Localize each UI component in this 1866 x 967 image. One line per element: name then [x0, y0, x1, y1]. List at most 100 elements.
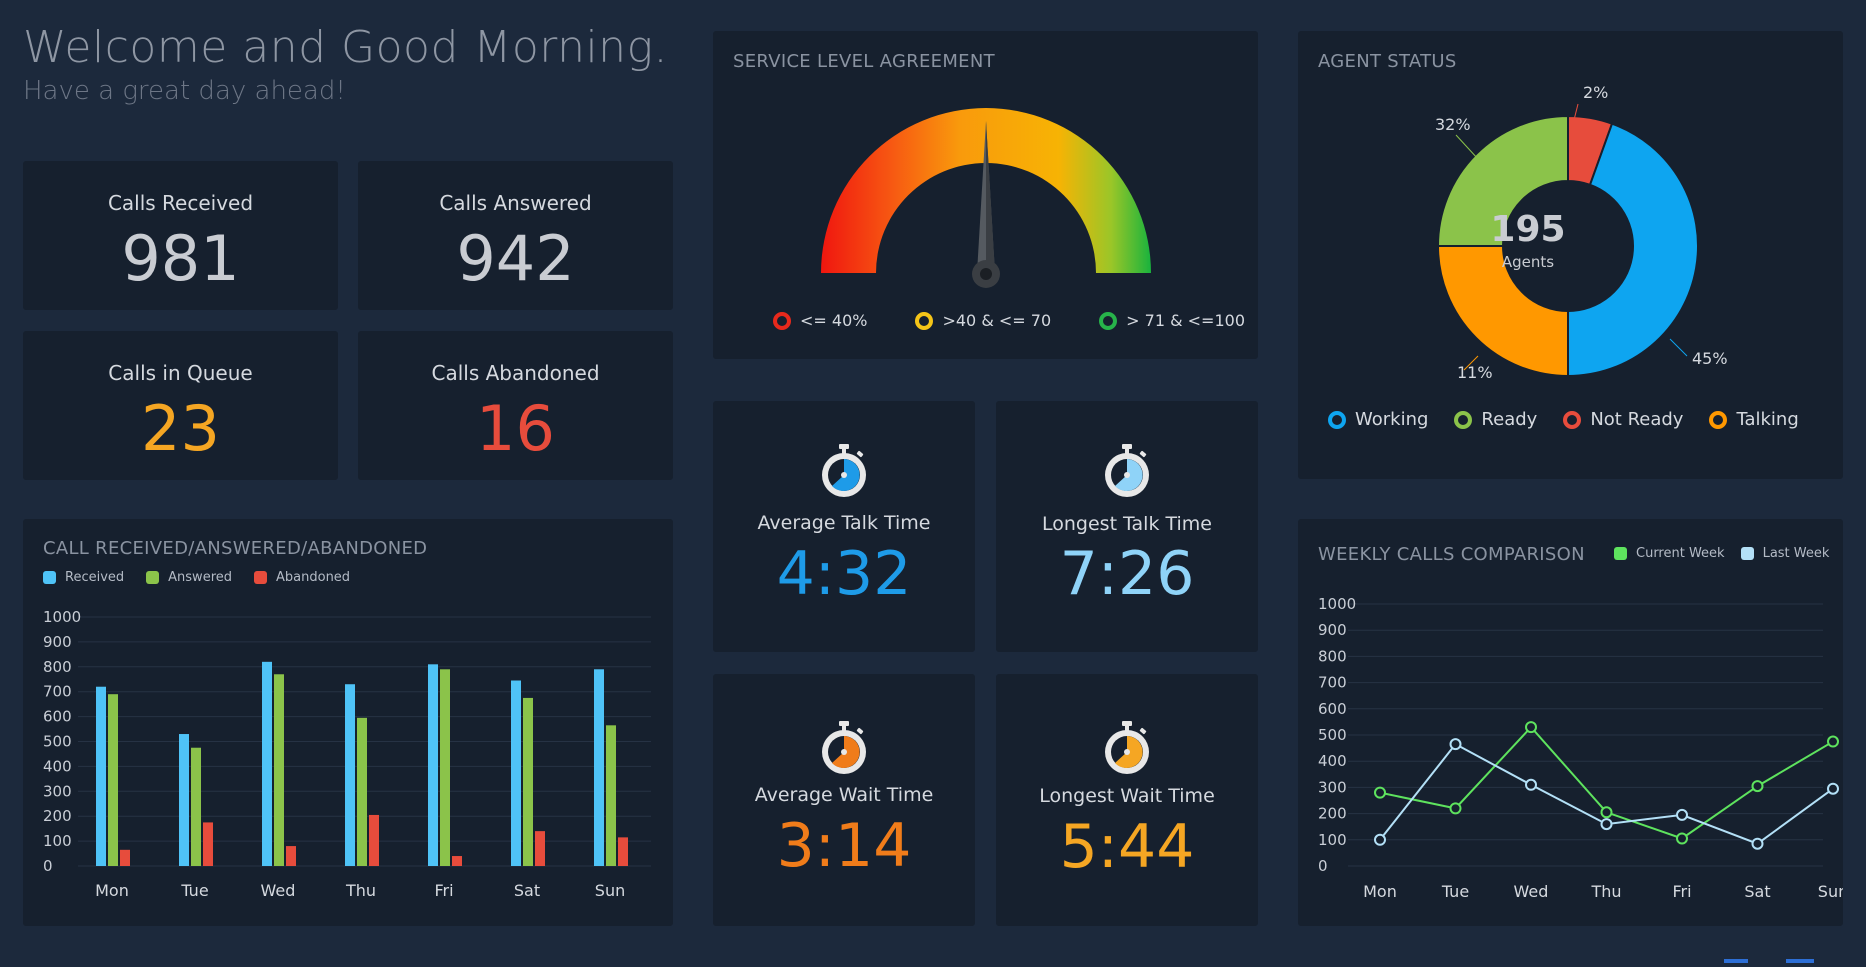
time-label: Longest Talk Time [1042, 513, 1212, 535]
time-card-average-talk: Average Talk Time 4:32 [713, 401, 975, 652]
y-tick-label: 900 [1318, 621, 1347, 639]
legend-label: Received [65, 570, 125, 585]
weekly-line-chart: 0 100 200 300 400 500 600 700 800 900 1000 Mon Tue We… [1318, 595, 1843, 901]
stopwatch-icon [822, 721, 866, 774]
bar-answered-sun [606, 725, 616, 866]
legend-ring-icon [773, 311, 791, 330]
legend-label: Working [1355, 409, 1429, 430]
sla-legend: <= 40% >40 & <= 70 > 71 & <=100 [773, 311, 1245, 330]
slice-leader-line [1573, 103, 1579, 121]
y-tick-label: 900 [43, 633, 72, 651]
legend-ring-icon [915, 311, 934, 330]
y-tick-label: 100 [43, 832, 72, 850]
slice-value-label: 45% [1692, 349, 1728, 368]
data-point [1751, 837, 1764, 850]
legend-ring-icon [1563, 410, 1582, 429]
bar-received-thu [345, 684, 355, 866]
donut-center-label: Agents [1501, 253, 1555, 271]
legend-swatch [254, 571, 268, 584]
time-value: 3:14 [776, 811, 912, 881]
kpi-label: Calls Abandoned [431, 361, 600, 385]
donut-slice-talking [1436, 245, 1569, 378]
legend-label: Not Ready [1590, 409, 1684, 430]
y-tick-label: 500 [43, 733, 72, 751]
agent-status-legend: Working Ready Not Ready Talking [1328, 409, 1799, 430]
bar-abandoned-thu [369, 814, 379, 866]
bar-abandoned-sat [535, 831, 545, 866]
x-tick-label: Sun [1818, 882, 1843, 901]
panel-title: AGENT STATUS [1318, 51, 1457, 72]
bar-received-mon [96, 686, 106, 866]
data-point [1374, 786, 1386, 799]
data-point [1525, 721, 1537, 734]
time-label: Average Talk Time [757, 512, 931, 534]
time-value: 5:44 [1059, 812, 1195, 882]
data-point [1525, 778, 1537, 791]
calls-bar-chart: 0 100 200 300 400 500 600 700 800 900 1000 Mon Tue We… [43, 608, 651, 900]
data-point [1374, 833, 1386, 846]
y-tick-label: 400 [43, 757, 72, 775]
y-tick-label: 1000 [43, 608, 81, 626]
x-tick-label: Sat [514, 881, 540, 900]
legend-swatch [146, 571, 160, 584]
bar-received-tue [179, 734, 189, 866]
kpi-card-calls-abandoned: Calls Abandoned 16 [358, 331, 673, 480]
data-point [1751, 780, 1764, 793]
x-tick-label: Thu [1590, 882, 1621, 901]
y-tick-label: 300 [43, 782, 72, 800]
bar-abandoned-tue [203, 822, 213, 866]
legend-label: > 71 & <=100 [1126, 311, 1245, 330]
y-tick-label: 600 [1318, 700, 1347, 718]
legend-label: <= 40% [800, 311, 868, 330]
x-tick-label: Tue [180, 881, 208, 900]
legend-ring-icon [1099, 311, 1118, 330]
y-tick-label: 400 [1318, 752, 1347, 770]
kpi-value: 942 [456, 222, 575, 295]
bar-received-sat [511, 680, 521, 866]
donut-center-value: 195 [1490, 209, 1566, 250]
slice-leader-line [1455, 134, 1479, 160]
legend-label: Answered [168, 570, 233, 585]
time-value: 4:32 [776, 539, 912, 609]
y-tick-label: 600 [43, 708, 72, 726]
y-tick-label: 300 [1318, 778, 1347, 796]
sla-gauge [821, 108, 1151, 288]
legend-label: Ready [1481, 409, 1538, 430]
slice-leader-line [1463, 355, 1479, 371]
weekly-chart-panel: WEEKLY CALLS COMPARISON Current Week Las… [1298, 519, 1843, 926]
bar-answered-thu [357, 717, 367, 866]
greeting-title: Welcome and Good Morning. [23, 22, 668, 73]
brand-mark [1724, 948, 1814, 963]
panel-title: CALL RECEIVED/ANSWERED/ABANDONED [43, 538, 428, 559]
donut-slice-ready [1436, 114, 1569, 247]
y-tick-label: 500 [1318, 726, 1347, 744]
slice-value-label: 11% [1457, 363, 1493, 382]
data-point [1827, 735, 1839, 748]
data-point [1600, 806, 1613, 819]
data-point [1449, 802, 1462, 815]
y-tick-label: 0 [1318, 857, 1328, 875]
panel-title: SERVICE LEVEL AGREEMENT [733, 51, 995, 72]
time-card-longest-talk: Longest Talk Time 7:26 [996, 401, 1258, 652]
kpi-label: Calls Answered [439, 191, 592, 215]
kpi-label: Calls Received [107, 191, 254, 215]
bar-chart-legend: Received Answered Abandoned [43, 570, 372, 585]
bar-received-sun [594, 669, 604, 866]
legend-label: Talking [1736, 409, 1799, 430]
stopwatch-icon [822, 444, 866, 497]
bar-answered-fri [440, 669, 450, 866]
agent-donut-chart: 2% 45% 11% 32% [1435, 83, 1728, 382]
bar-answered-sat [523, 697, 533, 866]
slice-leader-line [1669, 338, 1688, 357]
donut-slice-working [1567, 122, 1699, 378]
legend-label: Last Week [1762, 546, 1830, 561]
legend-ring-icon [1709, 410, 1728, 429]
x-tick-label: Wed [1514, 882, 1549, 901]
kpi-card-calls-in-queue: Calls in Queue 23 [23, 331, 338, 480]
y-tick-label: 200 [1318, 805, 1347, 823]
legend-swatch [1740, 547, 1754, 560]
kpi-label: Calls in Queue [108, 361, 253, 385]
x-tick-label: Thu [345, 881, 376, 900]
bar-abandoned-mon [120, 849, 130, 866]
x-tick-label: Wed [261, 881, 296, 900]
